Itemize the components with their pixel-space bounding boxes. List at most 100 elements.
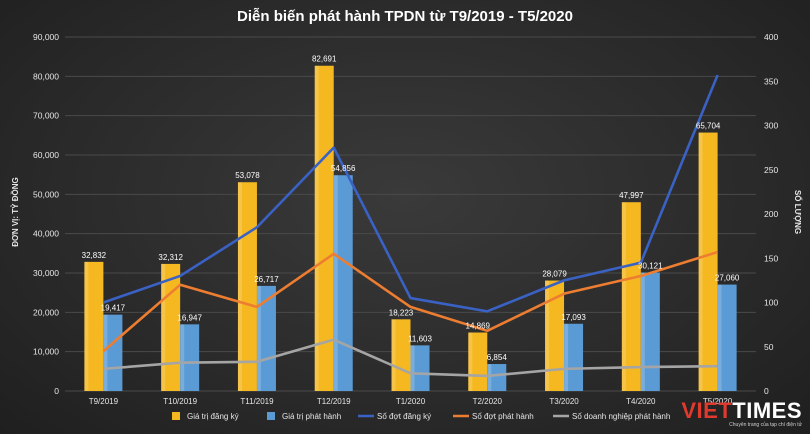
logo-times: TIMES xyxy=(732,398,802,423)
data-label: 11,603 xyxy=(408,334,432,343)
bar-gia-tri-dang-ky xyxy=(84,261,104,391)
bar-gia-tri-phat-hanh xyxy=(256,285,276,391)
bar-highlight xyxy=(84,261,89,391)
legend-swatch xyxy=(267,412,275,420)
bar-highlight xyxy=(410,345,415,391)
data-label: 30,121 xyxy=(638,262,663,271)
data-label: 53,078 xyxy=(235,171,260,180)
bar-gia-tri-phat-hanh xyxy=(180,324,200,391)
data-label: 32,832 xyxy=(82,251,107,260)
bar-highlight xyxy=(640,272,645,391)
y-tick-right: 400 xyxy=(764,32,778,42)
y-tick-right: 300 xyxy=(764,121,778,131)
y-tick-right: 150 xyxy=(764,253,778,263)
y-tick-left: 50,000 xyxy=(33,189,59,199)
bar-highlight xyxy=(698,132,703,391)
lines xyxy=(102,74,719,378)
y-tick-right: 0 xyxy=(764,386,769,396)
bar-highlight xyxy=(103,314,108,391)
legend-label: Giá trị phát hành xyxy=(282,412,341,421)
bar-highlight xyxy=(161,263,166,391)
bar-highlight xyxy=(180,324,185,391)
bar-highlight xyxy=(564,323,569,391)
bar-highlight xyxy=(314,65,319,392)
bar-gia-tri-dang-ky xyxy=(545,280,565,391)
bar-highlight xyxy=(545,280,550,391)
line-series-1 xyxy=(102,250,718,353)
bar-gia-tri-dang-ky xyxy=(314,65,334,392)
bar-highlight xyxy=(333,175,338,391)
bar-gia-tri-phat-hanh xyxy=(103,314,123,391)
x-tick-label: T9/2019 xyxy=(89,397,119,406)
data-label: 18,223 xyxy=(389,308,414,317)
data-label: 17,093 xyxy=(561,313,586,322)
data-label: 14,869 xyxy=(466,322,491,331)
bar-highlight xyxy=(487,364,492,391)
data-label: 32,312 xyxy=(158,253,183,262)
data-label: 47,997 xyxy=(619,191,644,200)
x-tick-label: T3/2020 xyxy=(549,397,579,406)
data-label: 19,417 xyxy=(101,304,126,313)
data-label: 26,717 xyxy=(254,275,279,284)
logo-viet: VIET xyxy=(681,398,733,423)
y-tick-left: 40,000 xyxy=(33,229,59,239)
bar-highlight xyxy=(237,182,242,391)
data-label: 6,854 xyxy=(487,353,508,362)
vietimes-logo: VIETTIMES Chuyên trang của tạp chí điện … xyxy=(681,398,802,429)
logo-tagline: Chuyên trang của tạp chí điện tử xyxy=(729,422,802,428)
legend-label: Số doanh nghiệp phát hành xyxy=(572,412,670,421)
y-tick-left: 90,000 xyxy=(33,32,59,42)
y-tick-right: 250 xyxy=(764,165,778,175)
y-tick-right: 350 xyxy=(764,76,778,86)
bar-gia-tri-phat-hanh xyxy=(410,345,430,391)
axes: 0 10,000 20,000 30,000 40,000 50,000 60,000 70,… xyxy=(33,32,778,406)
x-tick-label: T11/2019 xyxy=(240,397,274,406)
line-series-2 xyxy=(103,338,718,378)
data-label: 82,691 xyxy=(312,55,337,64)
x-tick-label: T10/2019 xyxy=(163,397,197,406)
y-tick-left: 30,000 xyxy=(33,268,59,278)
legend-swatch xyxy=(172,412,180,420)
bar-gia-tri-dang-ky xyxy=(237,182,257,391)
data-labels: 32,832 32,312 53,078 82,691 18,223 14,869 28,0… xyxy=(82,55,740,362)
y-tick-left: 0 xyxy=(54,386,59,396)
bar-highlight xyxy=(468,332,473,391)
bar-gia-tri-phat-hanh xyxy=(487,364,507,391)
y-tick-left: 60,000 xyxy=(33,150,59,160)
y-tick-left: 70,000 xyxy=(33,111,59,121)
y-axis-right-title: SỐ LƯỢNG xyxy=(793,190,803,234)
bar-highlight xyxy=(621,202,626,391)
x-tick-label: T1/2020 xyxy=(396,397,426,406)
data-label: 16,947 xyxy=(177,313,202,322)
bar-gia-tri-phat-hanh xyxy=(717,284,737,391)
x-tick-label: T5/2020 xyxy=(703,397,733,406)
y-tick-right: 100 xyxy=(764,298,778,308)
legend: Giá trị đăng ký Giá trị phát hành Số đợt đ… xyxy=(172,412,670,421)
legend-label: Số đợt phát hành xyxy=(472,412,534,421)
line-series-0 xyxy=(102,74,719,313)
y-tick-right: 200 xyxy=(764,209,778,219)
y-tick-right: 50 xyxy=(764,342,774,352)
y-tick-left: 20,000 xyxy=(33,307,59,317)
bar-highlight xyxy=(391,319,396,391)
y-axis-left-title: ĐƠN VỊ: TỶ ĐỒNG xyxy=(10,177,20,247)
bar-gia-tri-dang-ky xyxy=(698,132,718,391)
data-label: 28,079 xyxy=(542,270,567,279)
bar-gia-tri-dang-ky xyxy=(391,319,411,391)
chart-title: Diễn biến phát hành TPDN từ T9/2019 - T5… xyxy=(237,8,573,25)
bar-gia-tri-phat-hanh xyxy=(640,272,660,391)
y-tick-left: 80,000 xyxy=(33,71,59,81)
data-label: 27,060 xyxy=(715,274,740,283)
bar-gia-tri-phat-hanh xyxy=(564,323,584,391)
bar-highlight xyxy=(256,285,261,391)
y-tick-left: 10,000 xyxy=(33,347,59,357)
legend-label: Giá trị đăng ký xyxy=(187,412,239,421)
bar-gia-tri-dang-ky xyxy=(621,202,641,391)
data-label: 54,856 xyxy=(331,164,356,173)
data-label: 65,704 xyxy=(696,122,721,131)
x-tick-label: T12/2019 xyxy=(317,397,351,406)
x-tick-label: T4/2020 xyxy=(626,397,656,406)
bar-gia-tri-phat-hanh xyxy=(333,175,353,391)
x-tick-label: T2/2020 xyxy=(473,397,503,406)
